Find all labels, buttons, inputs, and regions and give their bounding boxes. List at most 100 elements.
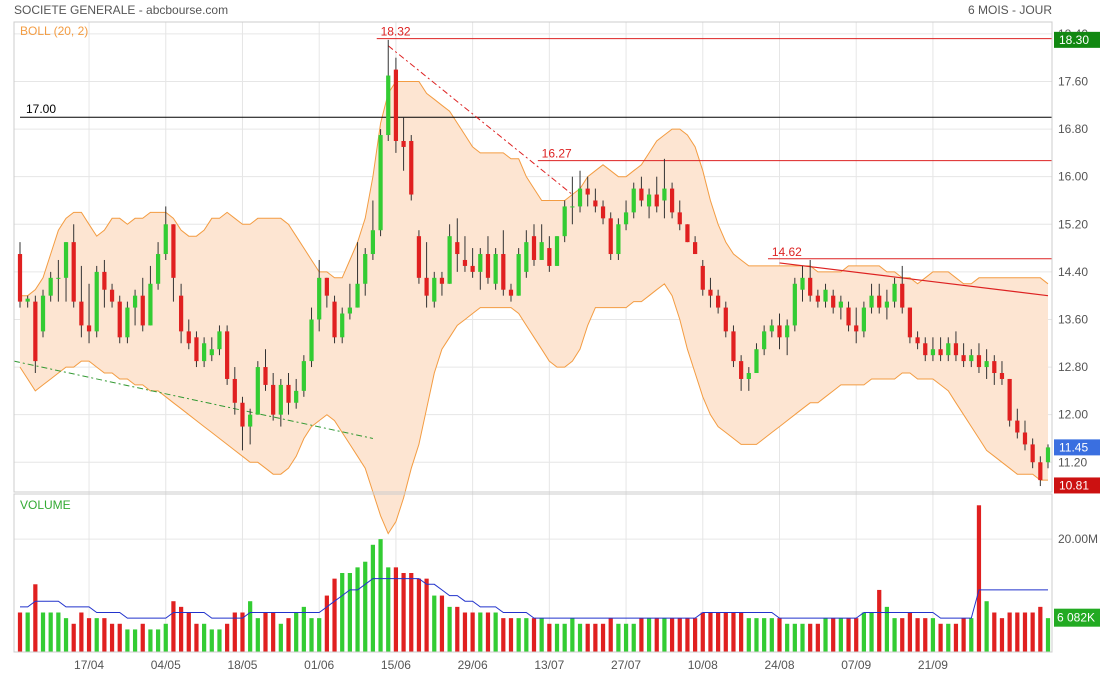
candle-body bbox=[861, 307, 866, 332]
volume-bar bbox=[769, 618, 774, 652]
volume-tag-bg bbox=[1054, 608, 1100, 627]
candle-body bbox=[1038, 462, 1043, 481]
candle-body bbox=[347, 307, 352, 314]
volume-bar bbox=[677, 618, 682, 652]
volume-bar bbox=[623, 623, 629, 652]
volume-bar bbox=[271, 612, 276, 652]
volume-bar bbox=[999, 618, 1005, 652]
candle-body bbox=[953, 343, 959, 356]
bollinger-fill bbox=[20, 81, 1048, 534]
candle-body bbox=[923, 343, 928, 356]
candle-body bbox=[1045, 447, 1051, 463]
candle-body bbox=[623, 212, 629, 225]
candle-body bbox=[677, 212, 682, 225]
volume-bar bbox=[347, 573, 352, 652]
volume-bar bbox=[317, 618, 322, 652]
volume-bar bbox=[1022, 612, 1028, 652]
y-tick-label: 17.60 bbox=[1058, 74, 1088, 88]
volume-bar bbox=[132, 629, 138, 652]
candle-body bbox=[547, 248, 552, 266]
volume-bar bbox=[148, 629, 153, 652]
volume-bar bbox=[669, 618, 675, 652]
volume-bar bbox=[992, 612, 997, 652]
volume-bar bbox=[907, 612, 913, 652]
y-tick-label: 14.40 bbox=[1058, 265, 1088, 279]
volume-label: VOLUME bbox=[20, 498, 71, 512]
trend-lines: 17.00 18.32 16.27 14.62 bbox=[13, 25, 1052, 439]
volume-moving-average bbox=[20, 578, 1048, 619]
volume-bar bbox=[263, 612, 268, 652]
candle-body bbox=[570, 206, 575, 208]
volume-bar bbox=[685, 618, 690, 652]
volume-bar bbox=[248, 601, 253, 652]
candle-body bbox=[447, 236, 452, 284]
volume-bar bbox=[754, 618, 759, 652]
close-price-tag: 11.45 bbox=[1059, 440, 1088, 454]
volume-bar bbox=[616, 623, 621, 652]
volume-bar bbox=[432, 595, 437, 652]
volume-bar bbox=[409, 573, 414, 652]
axes: 18.4017.6016.8016.0015.2014.4013.6012.80… bbox=[13, 21, 1098, 672]
volume-bar bbox=[547, 623, 552, 652]
volume-bar bbox=[48, 612, 53, 652]
volume-bar bbox=[462, 612, 468, 652]
candle-body bbox=[754, 349, 759, 374]
candle-body bbox=[562, 206, 567, 237]
candle-body bbox=[225, 331, 230, 379]
volume-bar bbox=[63, 618, 69, 652]
volume-bar bbox=[1015, 612, 1020, 652]
volume-bar bbox=[1045, 618, 1051, 652]
candle-body bbox=[217, 331, 222, 350]
volume-bar bbox=[831, 618, 836, 652]
candle-body bbox=[33, 301, 38, 362]
volume-bar bbox=[324, 595, 329, 652]
candle-body bbox=[232, 378, 237, 403]
candle-body bbox=[263, 367, 268, 385]
candle-body bbox=[363, 254, 368, 284]
volume-bar bbox=[708, 612, 713, 652]
volume-bar bbox=[17, 612, 23, 652]
candle-body bbox=[386, 75, 391, 136]
candle-body bbox=[248, 414, 253, 427]
candle-body bbox=[332, 301, 337, 338]
candle-body bbox=[762, 331, 767, 350]
candle-body bbox=[424, 277, 429, 296]
candle-body bbox=[846, 307, 851, 326]
volume-bar bbox=[56, 612, 61, 652]
candle-body bbox=[117, 301, 122, 338]
candle-body bbox=[271, 384, 276, 415]
volume-bar bbox=[930, 618, 936, 652]
candle-body bbox=[25, 298, 30, 302]
volume-bar bbox=[171, 601, 176, 652]
candle-body bbox=[999, 373, 1005, 379]
candle-body bbox=[539, 242, 544, 260]
volume-bar bbox=[117, 623, 122, 652]
low-price-tag: 10.81 bbox=[1059, 478, 1089, 492]
candle-body bbox=[731, 331, 736, 362]
candle-body bbox=[984, 361, 989, 368]
volume-bar bbox=[455, 606, 460, 652]
volume-bar bbox=[716, 612, 721, 652]
candle-body bbox=[178, 295, 184, 332]
volume-bar bbox=[585, 623, 590, 652]
volume-bar bbox=[1038, 606, 1043, 652]
volume-bar bbox=[102, 618, 107, 652]
candle-body bbox=[140, 295, 145, 326]
candle-body bbox=[823, 289, 828, 302]
candle-body bbox=[792, 283, 797, 326]
candle-body bbox=[508, 289, 514, 296]
x-tick-label: 07/09 bbox=[841, 658, 871, 672]
candle-body bbox=[102, 271, 107, 290]
volume-bar bbox=[723, 612, 728, 652]
volume-bar bbox=[79, 612, 84, 652]
candle-body bbox=[854, 325, 859, 332]
candle-body bbox=[692, 242, 698, 255]
volume-bar bbox=[700, 612, 705, 652]
volume-bar bbox=[355, 567, 360, 652]
volume-bar bbox=[340, 573, 345, 652]
candle-body bbox=[577, 188, 583, 207]
volume-bar bbox=[232, 612, 237, 652]
candle-body bbox=[493, 254, 498, 284]
candle-body bbox=[485, 254, 491, 278]
candle-body bbox=[769, 325, 774, 332]
